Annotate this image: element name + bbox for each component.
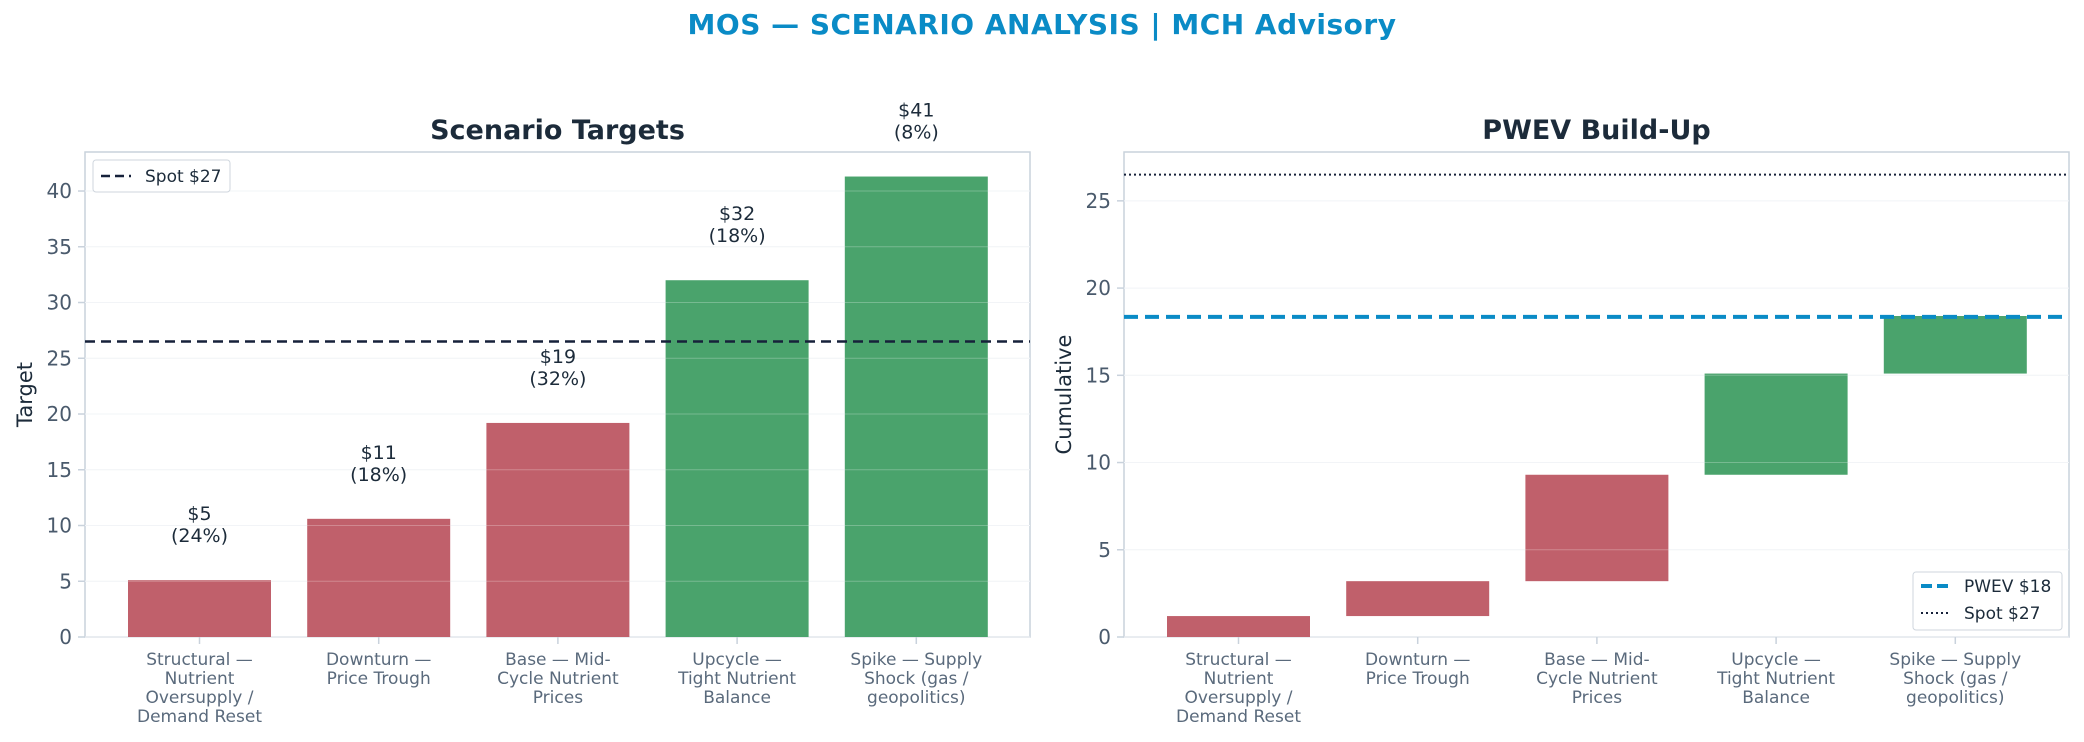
x-tick-label: Cycle Nutrient: [497, 669, 619, 689]
x-tick-label: Spike — Supply: [1889, 650, 2021, 670]
data-label-prob: (8%): [894, 122, 939, 144]
bar: [844, 176, 988, 637]
bar: [1167, 616, 1310, 637]
legend-label: PWEV $18: [1964, 577, 2051, 597]
y-tick-label: 15: [47, 458, 72, 482]
x-tick-label: Nutrient: [165, 669, 235, 689]
y-tick-label: 0: [59, 625, 72, 649]
x-tick-label: Prices: [533, 688, 583, 708]
x-tick-label: Upcycle —: [692, 650, 782, 670]
subplot-title: Scenario Targets: [430, 115, 685, 146]
y-tick-label: 20: [47, 402, 72, 426]
y-tick-label: 20: [1086, 276, 1111, 300]
x-tick-label: Spike — Supply: [850, 650, 982, 670]
x-tick-label: Balance: [1742, 688, 1810, 708]
x-tick-label: Shock (gas /: [1903, 669, 2008, 689]
bar: [128, 580, 271, 637]
legend-label: Spot $27: [1964, 604, 2041, 624]
y-tick-label: 15: [1086, 363, 1111, 387]
x-tick-label: geopolitics): [867, 688, 966, 708]
x-tick-label: Cycle Nutrient: [1536, 669, 1658, 689]
y-tick-label: 40: [47, 179, 72, 203]
x-tick-label: Tight Nutrient: [677, 669, 796, 689]
data-label-prob: (32%): [529, 368, 586, 390]
y-tick-label: 25: [47, 346, 72, 370]
data-label-prob: (18%): [709, 225, 766, 247]
bar: [307, 518, 451, 637]
data-label-prob: (18%): [350, 464, 407, 486]
data-label-value: $41: [898, 100, 934, 122]
legend-label: Spot $27: [145, 167, 222, 187]
x-tick-label: Price Trough: [1366, 669, 1470, 689]
x-tick-label: Structural —: [1185, 650, 1292, 670]
data-label-prob: (24%): [171, 525, 228, 547]
x-tick-label: Prices: [1572, 688, 1622, 708]
x-tick-label: Oversupply /: [1184, 688, 1292, 708]
x-tick-label: Base — Mid-: [1544, 650, 1650, 670]
x-tick-label: geopolitics): [1906, 688, 2005, 708]
legend-box: [1912, 571, 2063, 631]
x-tick-label: Oversupply /: [145, 688, 253, 708]
subplot-title: PWEV Build-Up: [1482, 115, 1710, 146]
x-tick-label: Balance: [703, 688, 771, 708]
x-tick-label: Base — Mid-: [505, 650, 611, 670]
y-axis-label: Target: [13, 362, 37, 428]
y-tick-label: 5: [1098, 538, 1111, 562]
bar: [1704, 373, 1848, 475]
bar: [1346, 581, 1490, 617]
x-tick-label: Price Trough: [327, 669, 431, 689]
bar: [1883, 315, 2027, 374]
x-tick-label: Upcycle —: [1731, 650, 1821, 670]
x-tick-label: Shock (gas /: [864, 669, 969, 689]
x-tick-label: Downturn —: [1365, 650, 1470, 670]
bar: [486, 422, 630, 637]
y-tick-label: 10: [1086, 451, 1111, 475]
y-tick-label: 35: [47, 235, 72, 259]
y-tick-label: 0: [1098, 625, 1111, 649]
x-tick-label: Structural —: [146, 650, 253, 670]
x-tick-label: Demand Reset: [1176, 707, 1301, 727]
x-tick-label: Nutrient: [1204, 669, 1274, 689]
y-axis-label: Cumulative: [1052, 335, 1076, 455]
y-tick-label: 5: [59, 569, 72, 593]
bar: [665, 280, 809, 637]
x-tick-label: Downturn —: [326, 650, 431, 670]
bar: [1525, 474, 1669, 582]
data-label-value: $5: [187, 503, 211, 525]
data-label-value: $32: [719, 203, 755, 225]
x-tick-label: Demand Reset: [137, 707, 262, 727]
y-tick-label: 25: [1086, 189, 1111, 213]
y-tick-label: 30: [47, 291, 72, 315]
x-tick-label: Tight Nutrient: [1716, 669, 1835, 689]
legend-box: [92, 159, 231, 193]
data-label-value: $11: [361, 442, 397, 464]
data-label-value: $19: [540, 346, 576, 368]
chart-title: MOS — SCENARIO ANALYSIS | MCH Advisory: [687, 8, 1397, 41]
y-tick-label: 10: [47, 514, 72, 538]
